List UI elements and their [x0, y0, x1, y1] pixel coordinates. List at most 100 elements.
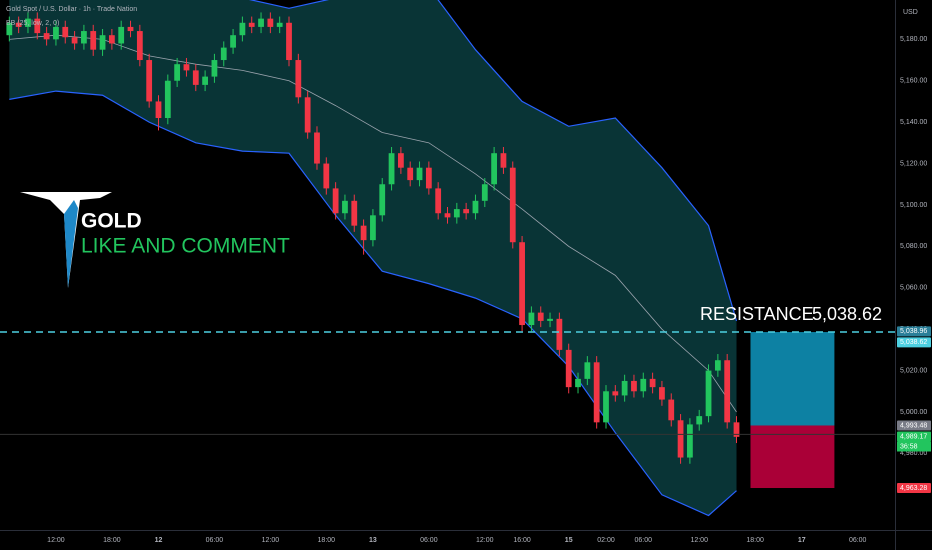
candle-body	[323, 163, 330, 189]
x-tick-label: 13	[369, 537, 377, 544]
candle-body	[248, 22, 255, 27]
candle-body	[640, 378, 647, 392]
countdown-box	[897, 441, 931, 452]
candle-body	[99, 35, 106, 50]
x-tick-label: 17	[798, 537, 806, 544]
candle-body	[370, 215, 376, 241]
candle-body	[444, 213, 451, 218]
candle-body	[6, 22, 13, 36]
band-lower	[9, 90, 737, 517]
candle-body	[267, 18, 274, 27]
candle-body	[649, 378, 656, 388]
candle-body	[612, 391, 619, 396]
candle-body	[118, 26, 125, 44]
position-stop-zone	[750, 425, 835, 489]
candle-body	[90, 31, 97, 50]
candle-body	[472, 200, 479, 214]
candle-body	[547, 318, 553, 321]
price-label-box	[897, 431, 931, 442]
price-label: 5,038.96	[900, 328, 927, 335]
candle-body	[500, 153, 507, 168]
candle-body	[659, 387, 665, 400]
candle-body	[724, 360, 731, 423]
x-tick-label: 12:00	[262, 537, 280, 544]
candle-body	[230, 35, 236, 48]
watermark-brand: GOLD	[81, 210, 142, 233]
candle-body	[351, 200, 358, 226]
band-fill	[9, 0, 737, 516]
y-tick-label: 4,980.00	[900, 450, 927, 457]
candle-body	[397, 153, 404, 168]
y-tick-label: 5,180.00	[900, 36, 927, 43]
x-tick-label: 18:00	[103, 537, 121, 544]
candle-body	[621, 380, 628, 396]
x-tick-label: 18:00	[318, 537, 336, 544]
x-tick-label: 06:00	[206, 537, 224, 544]
candle-body	[127, 26, 134, 32]
watermark-text: LIKE AND COMMENT	[81, 235, 290, 258]
candle-body	[304, 97, 311, 133]
x-tick-label: 02:00	[597, 537, 615, 544]
candle-body	[192, 70, 199, 85]
candles	[6, 12, 740, 464]
candle-body	[584, 362, 591, 379]
candle-body	[202, 76, 208, 85]
candle-body	[537, 312, 544, 321]
candle-body	[453, 209, 460, 218]
x-tick-label: 12:00	[690, 537, 708, 544]
candle-body	[62, 26, 69, 38]
candle-body	[705, 370, 712, 417]
candle-body	[43, 33, 50, 40]
candle-body	[146, 60, 153, 102]
resistance-value: 5,038.62	[812, 304, 882, 324]
x-tick-label: 15	[565, 537, 573, 544]
price-label: 4,963.28	[900, 485, 927, 492]
candle-body	[556, 318, 563, 350]
price-label-box	[897, 337, 931, 348]
candle-body	[342, 200, 348, 214]
candle-body	[295, 60, 302, 98]
candle-body	[603, 391, 609, 423]
y-tick-label: 5,000.00	[900, 409, 927, 416]
candle-body	[593, 362, 600, 423]
candle-body	[286, 22, 292, 61]
candle-body	[733, 422, 740, 437]
band-upper	[248, 0, 738, 322]
x-tick-label: 06:00	[420, 537, 438, 544]
candle-body	[81, 31, 87, 44]
y-tick-label: 5,140.00	[900, 119, 927, 126]
y-tick-label: 5,060.00	[900, 285, 927, 292]
currency: USD	[903, 9, 918, 16]
position-target-zone	[750, 332, 835, 426]
candle-body	[435, 188, 442, 214]
candle-body	[481, 184, 488, 201]
band-basis	[9, 34, 737, 413]
countdown: 36:58	[900, 443, 918, 450]
candle-body	[174, 64, 181, 81]
x-tick-label: 12:00	[47, 537, 65, 544]
price-label: 4,993.48	[900, 422, 927, 429]
candle-body	[183, 64, 190, 71]
candle-body	[425, 167, 432, 189]
candle-body	[631, 380, 637, 392]
y-tick-label: 5,100.00	[900, 202, 927, 209]
candle-body	[416, 167, 423, 181]
y-tick-label: 5,160.00	[900, 78, 927, 85]
indicator-label: BB (25, low, 2, 0)	[6, 20, 59, 27]
chart-title: Gold Spot / U.S. Dollar · 1h · Trade Nat…	[6, 6, 137, 13]
price-label-box	[897, 326, 931, 337]
x-tick-label: 12:00	[476, 537, 494, 544]
candle-body	[360, 225, 367, 241]
candle-body	[687, 424, 693, 458]
price-label: 5,038.62	[900, 339, 927, 346]
candle-body	[220, 47, 227, 61]
price-label: 4,989.17	[900, 433, 927, 440]
candle-body	[211, 60, 218, 77]
candle-body	[407, 167, 414, 181]
y-tick-label: 5,080.00	[900, 243, 927, 250]
candle-body	[332, 188, 339, 214]
candle-body	[491, 153, 498, 185]
candle-body	[34, 18, 41, 34]
